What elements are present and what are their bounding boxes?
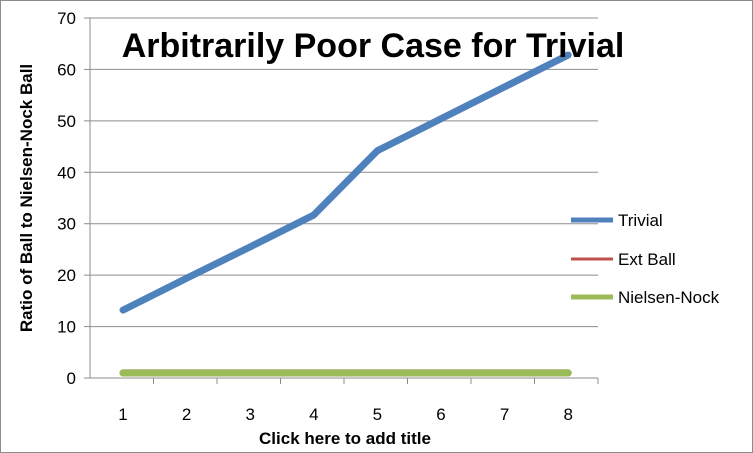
y-tick-label: 70 bbox=[57, 9, 76, 28]
legend-label-nielsen-nock: Nielsen-Nock bbox=[618, 288, 720, 307]
y-tick-labels: 0 10 20 30 40 50 60 70 bbox=[57, 9, 76, 388]
x-tick-label: 5 bbox=[373, 405, 382, 424]
y-tick-label: 50 bbox=[57, 112, 76, 131]
series-line-trivial bbox=[119, 51, 572, 314]
legend-item-ext-ball: Ext Ball bbox=[571, 250, 676, 269]
y-tick-label: 0 bbox=[67, 369, 76, 388]
x-tick-label: 1 bbox=[118, 405, 127, 424]
x-axis-label[interactable]: Click here to add title bbox=[259, 429, 431, 448]
y-axis-label: Ratio of Ball to Nielsen-Nock Ball bbox=[17, 64, 36, 332]
legend-label-ext-ball: Ext Ball bbox=[618, 250, 676, 269]
x-tick-label: 3 bbox=[245, 405, 254, 424]
axes bbox=[84, 17, 599, 384]
x-tick-label: 6 bbox=[436, 405, 445, 424]
x-tick-label: 8 bbox=[563, 405, 572, 424]
y-tick-label: 10 bbox=[57, 318, 76, 337]
chart-title: Arbitrarily Poor Case for Trivial bbox=[122, 27, 625, 65]
legend-item-trivial: Trivial bbox=[571, 211, 663, 230]
y-tick-label: 40 bbox=[57, 163, 76, 182]
x-tick-labels: 1 2 3 4 5 6 7 8 bbox=[118, 405, 573, 424]
y-tick-label: 30 bbox=[57, 215, 76, 234]
y-tick-label: 20 bbox=[57, 266, 76, 285]
x-tick-label: 4 bbox=[309, 405, 318, 424]
x-tick-label: 7 bbox=[500, 405, 509, 424]
legend-item-nielsen-nock: Nielsen-Nock bbox=[571, 288, 720, 307]
legend-label-trivial: Trivial bbox=[618, 211, 663, 230]
series-lines bbox=[119, 51, 572, 377]
legend: Trivial Ext Ball Nielsen-Nock bbox=[571, 211, 720, 307]
y-tick-label: 60 bbox=[57, 60, 76, 79]
grid-lines bbox=[90, 17, 598, 328]
x-tick-label: 2 bbox=[182, 405, 191, 424]
